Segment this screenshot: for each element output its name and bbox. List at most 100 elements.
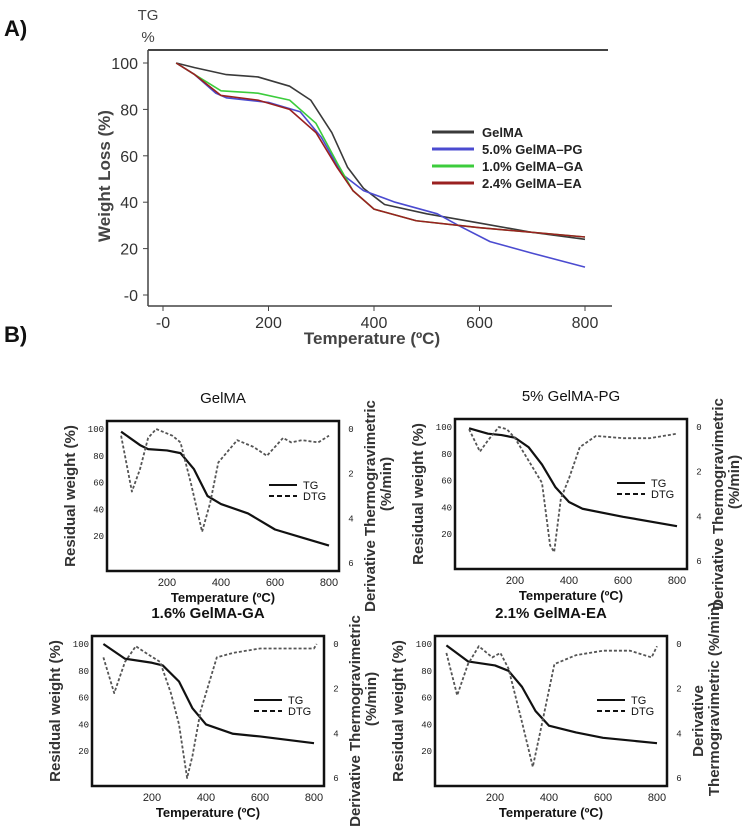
- series-line-0: [175, 62, 586, 241]
- y2-tick-label: 0: [348, 425, 353, 435]
- y2-tick-label: 6: [676, 774, 681, 784]
- tg-curve: [120, 430, 330, 547]
- y2-tick-label: 2: [333, 685, 338, 695]
- legend-label-1: 5.0% GelMA–PG: [482, 142, 582, 157]
- y-tick-label: -0: [124, 288, 138, 305]
- plot-frame-1: [105, 419, 341, 573]
- series-line-3: [175, 62, 586, 238]
- x-tick-label: 200: [486, 792, 504, 804]
- y-tick-label: 20: [93, 532, 104, 542]
- y2-tick-label: 6: [348, 559, 353, 569]
- y2-tick-label: 4: [333, 729, 338, 739]
- x-tick-label: 600: [466, 315, 493, 332]
- y2-axis-title-line1: Derivative: [690, 685, 707, 757]
- x-tick-label: 800: [320, 577, 338, 589]
- y-tick-label: 80: [93, 452, 104, 462]
- plot-frame-4: [433, 634, 669, 788]
- y-tick-label: 60: [441, 477, 452, 487]
- x-tick-label: 400: [361, 315, 388, 332]
- legend-label-dtg: DTG: [303, 491, 326, 503]
- y2-tick-label: 4: [348, 514, 353, 524]
- x-tick-label: 600: [594, 792, 612, 804]
- y2-tick-label: 6: [696, 557, 701, 567]
- x-tick-label: 800: [572, 315, 599, 332]
- x-tick-label: 800: [668, 575, 686, 587]
- y-tick-label: 40: [78, 720, 89, 730]
- legend-label-tg: TG: [651, 478, 666, 490]
- y-tick-label: 100: [111, 56, 138, 73]
- x-tick-label: 600: [614, 575, 632, 587]
- legend-label-3: 2.4% GelMA–EA: [482, 176, 582, 191]
- y-tick-label: 20: [120, 242, 138, 259]
- legend-label-dtg: DTG: [631, 706, 654, 718]
- y-axis-title: Weight Loss (%): [95, 110, 114, 242]
- y-tick-label: 60: [120, 149, 138, 166]
- y2-axis-title-line2: (%/min): [378, 457, 395, 511]
- y2-axis-title-line1: Derivative Thermogravimetric: [710, 398, 727, 610]
- x-tick-label: -0: [156, 315, 170, 332]
- y-tick-label: 40: [93, 505, 104, 515]
- x-axis-title: Temperature (ºC): [519, 588, 623, 603]
- corner-label-tg: TG: [138, 7, 159, 24]
- y-tick-label: 40: [120, 195, 138, 212]
- y-tick-label: 100: [416, 640, 432, 650]
- x-axis-title: Temperature (ºC): [499, 805, 603, 820]
- y-tick-label: 60: [421, 694, 432, 704]
- y-tick-label: 60: [93, 479, 104, 489]
- x-tick-label: 600: [251, 792, 269, 804]
- y-tick-label: 20: [421, 747, 432, 757]
- dtg-curve: [120, 428, 330, 533]
- y-tick-label: 80: [78, 667, 89, 677]
- tg-curve: [102, 643, 315, 745]
- x-tick-label: 400: [560, 575, 578, 587]
- panel-title: 5% GelMA-PG: [522, 388, 620, 405]
- y-tick-label: 80: [421, 667, 432, 677]
- dtg-curve: [102, 643, 318, 779]
- x-tick-label: 200: [506, 575, 524, 587]
- x-axis-title: Temperature (ºC): [304, 329, 440, 348]
- panel-label-b: B): [4, 322, 27, 347]
- x-axis-title: Temperature (ºC): [171, 590, 275, 605]
- y2-tick-label: 0: [696, 423, 701, 433]
- y-tick-label: 40: [421, 720, 432, 730]
- y-tick-label: 20: [78, 747, 89, 757]
- y-tick-label: 100: [88, 425, 104, 435]
- y2-tick-label: 2: [696, 468, 701, 478]
- x-tick-label: 400: [197, 792, 215, 804]
- x-tick-label: 600: [266, 577, 284, 589]
- legend-label-0: GelMA: [482, 125, 524, 140]
- y-tick-label: 60: [78, 694, 89, 704]
- y2-axis-title-line1: Derivative Thermogravimetric: [362, 400, 379, 612]
- y2-axis-title-line2: Thermogravimetric (%/min): [706, 602, 723, 796]
- panel-title: 1.6% GelMA-GA: [151, 605, 265, 622]
- y2-tick-label: 2: [676, 685, 681, 695]
- y-tick-label: 100: [436, 423, 452, 433]
- panel-title: 2.1% GelMA-EA: [495, 605, 607, 622]
- y-axis-title: Residual weight (%): [62, 425, 79, 567]
- y2-tick-label: 0: [676, 640, 681, 650]
- legend-label-2: 1.0% GelMA–GA: [482, 159, 584, 174]
- tg-curve: [468, 427, 678, 528]
- tg-curve: [445, 644, 658, 745]
- x-tick-label: 400: [212, 577, 230, 589]
- y2-tick-label: 2: [348, 470, 353, 480]
- legend-label-dtg: DTG: [651, 489, 674, 501]
- legend-label-tg: TG: [631, 695, 646, 707]
- x-tick-label: 200: [158, 577, 176, 589]
- plot-frame-3: [90, 634, 326, 788]
- y-tick-label: 40: [441, 503, 452, 513]
- y-tick-label: 20: [441, 530, 452, 540]
- y2-tick-label: 0: [333, 640, 338, 650]
- x-tick-label: 200: [143, 792, 161, 804]
- y2-axis-title-line1: Derivative Thermogravimetric: [347, 615, 364, 827]
- y2-axis-title-line2: (%/min): [363, 672, 380, 726]
- plot-frame-2: [453, 417, 689, 571]
- y2-tick-label: 4: [696, 512, 701, 522]
- panel-label-a: A): [4, 16, 27, 41]
- dtg-curve: [445, 645, 658, 768]
- y-axis-title: Residual weight (%): [47, 640, 64, 782]
- panel-title: GelMA: [200, 390, 246, 407]
- y-tick-label: 100: [73, 640, 89, 650]
- corner-label-percent: %: [141, 29, 154, 46]
